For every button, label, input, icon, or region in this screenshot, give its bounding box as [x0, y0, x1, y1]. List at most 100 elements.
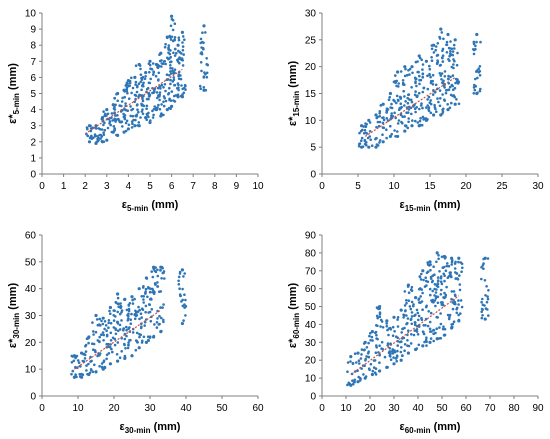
data-point [389, 328, 393, 331]
data-point [134, 339, 138, 342]
data-point [441, 266, 445, 270]
y-axis-title-main: ε* [7, 114, 19, 124]
data-point [96, 354, 99, 358]
data-point [457, 260, 460, 264]
data-point [174, 47, 177, 51]
data-point [439, 293, 443, 296]
data-point [124, 121, 128, 125]
data-point [413, 93, 417, 97]
data-point [177, 275, 181, 279]
data-point [395, 354, 399, 358]
data-point [180, 268, 184, 272]
data-point [173, 68, 177, 71]
data-point [204, 31, 207, 34]
data-point [408, 305, 412, 308]
data-point [107, 321, 110, 325]
data-point [418, 82, 421, 86]
data-point [446, 32, 450, 37]
x-axis-title: ε15-min (mm) [400, 199, 461, 213]
data-point [420, 316, 423, 320]
data-point [396, 344, 400, 347]
data-point [177, 36, 181, 39]
data-point [425, 336, 428, 340]
data-point [160, 316, 163, 320]
data-point [450, 47, 454, 50]
data-point [459, 312, 462, 315]
data-point [444, 293, 448, 297]
data-point [415, 84, 418, 88]
data-point [439, 27, 443, 31]
data-point [125, 89, 129, 93]
data-point [439, 312, 442, 315]
data-point [413, 329, 417, 332]
data-point [126, 91, 129, 95]
data-point [101, 331, 105, 334]
data-point [149, 77, 152, 81]
data-point [439, 63, 443, 67]
data-point [440, 56, 444, 59]
data-point [443, 75, 447, 78]
data-point [441, 327, 445, 331]
data-point [127, 343, 130, 347]
data-point [116, 359, 120, 363]
data-point [123, 117, 127, 121]
data-point [123, 337, 127, 341]
data-point [385, 109, 389, 112]
data-point [104, 324, 108, 327]
data-point [72, 354, 76, 358]
y-tick-label: 10 [305, 374, 317, 385]
data-point [154, 74, 158, 78]
data-point [455, 307, 458, 311]
data-point [100, 333, 103, 337]
data-point [428, 287, 432, 291]
data-point [351, 382, 355, 386]
data-point [479, 40, 482, 44]
data-point [98, 335, 101, 339]
data-point [419, 295, 423, 298]
data-point [378, 353, 381, 357]
data-point [456, 82, 460, 85]
x-axis-title-main: ε [400, 199, 406, 211]
data-point [449, 75, 452, 79]
data-point [102, 333, 105, 337]
x-tick-label: 60 [460, 403, 472, 414]
y-tick-label: 4 [30, 105, 36, 116]
data-point [167, 44, 171, 47]
data-point [408, 98, 411, 101]
data-point [170, 104, 174, 108]
data-point [131, 122, 134, 125]
data-point [397, 108, 401, 111]
data-point [183, 272, 186, 275]
data-point [390, 132, 394, 136]
data-point [180, 321, 184, 326]
data-point [113, 337, 117, 341]
data-point [139, 312, 143, 316]
data-point [426, 104, 430, 107]
data-point [355, 361, 358, 364]
data-point [381, 348, 385, 351]
data-point [385, 128, 388, 131]
data-point [438, 72, 442, 75]
data-point [392, 315, 396, 319]
data-point [416, 333, 420, 336]
data-point [116, 296, 120, 300]
data-point [92, 342, 96, 346]
data-point [448, 54, 451, 58]
data-point [133, 317, 137, 321]
data-point [385, 324, 389, 328]
data-point [156, 274, 160, 278]
data-point [433, 283, 437, 286]
y-tick-label: 20 [305, 62, 317, 73]
data-point [429, 75, 432, 79]
data-point [167, 92, 170, 96]
data-point [160, 103, 163, 106]
data-point [414, 90, 417, 93]
data-point [406, 126, 410, 130]
data-point [200, 51, 203, 54]
data-point [474, 44, 477, 48]
data-point [368, 121, 372, 124]
data-point [100, 135, 104, 138]
data-point [483, 256, 487, 260]
data-point [428, 67, 432, 71]
